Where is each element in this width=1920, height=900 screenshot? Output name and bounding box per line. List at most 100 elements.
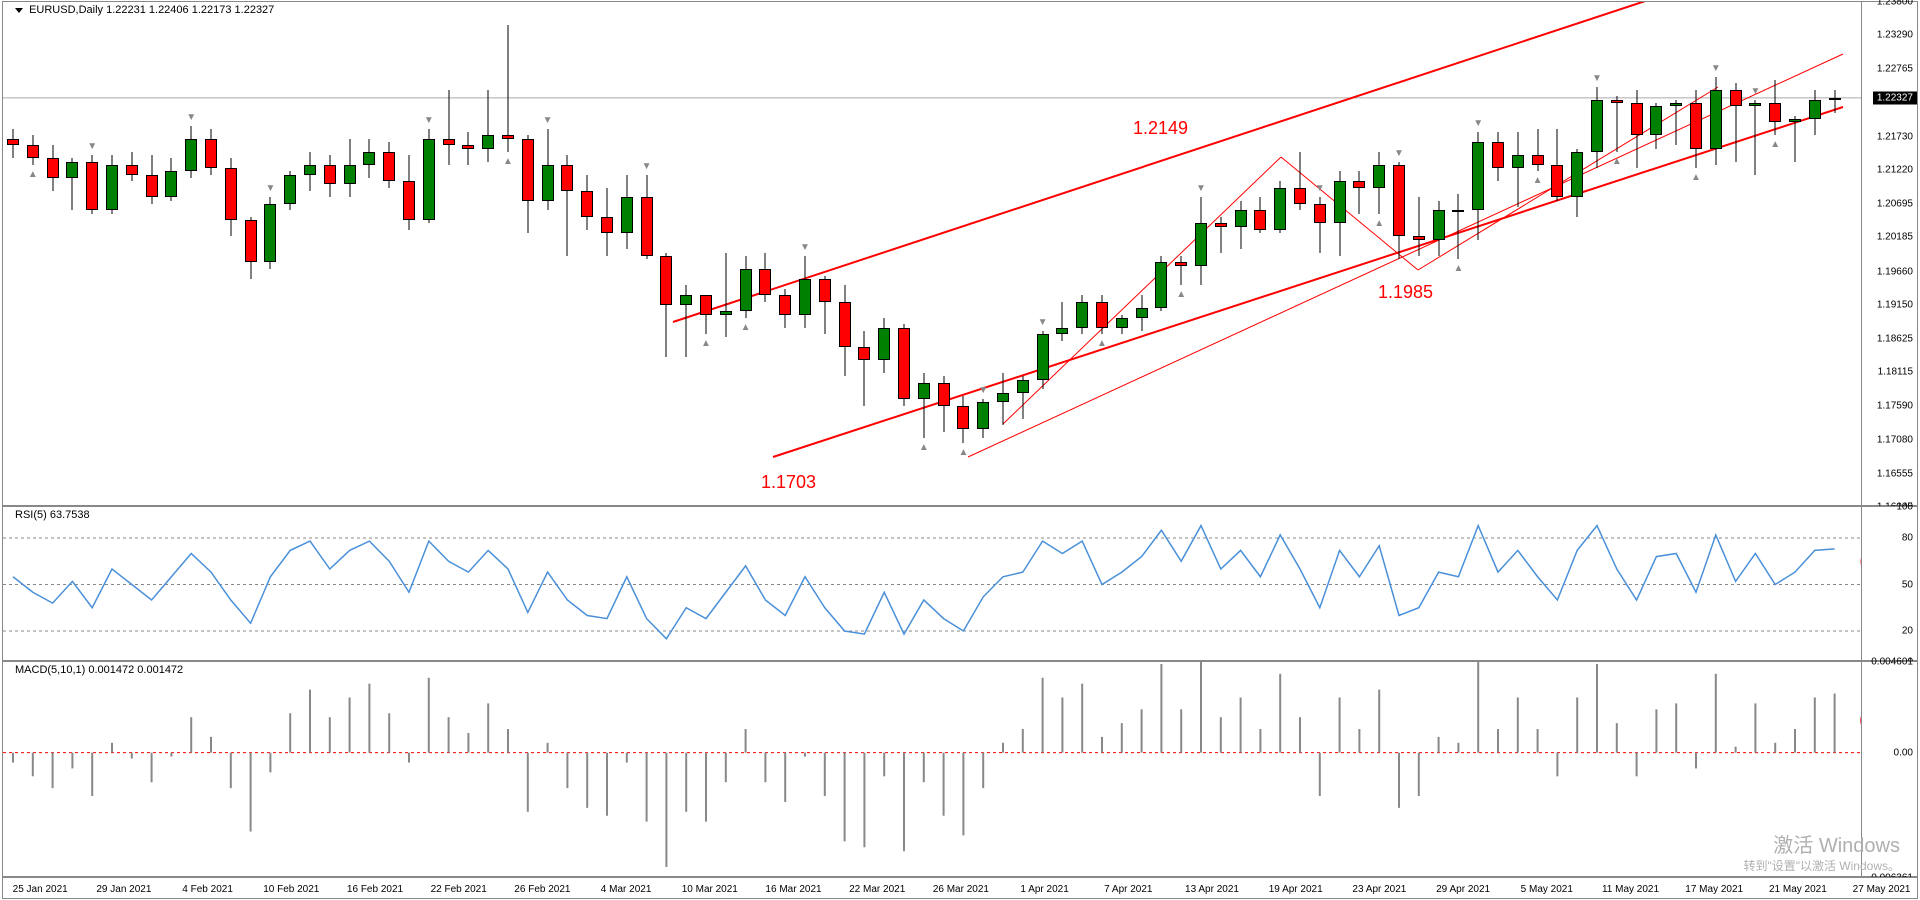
x-tick: 11 May 2021 <box>1602 884 1659 895</box>
fractal-up-icon: ▲ <box>1176 289 1186 300</box>
price-annotation: 1.2149 <box>1133 118 1188 139</box>
rsi-panel[interactable]: RSI(5) 63.7538 63 0205080100 <box>2 506 1918 661</box>
price-y-tick: 1.18625 <box>1877 333 1913 344</box>
candle <box>185 2 197 505</box>
rsi-plot[interactable]: 63 <box>3 507 1861 660</box>
candle <box>324 2 336 505</box>
candle <box>1116 2 1128 505</box>
fractal-up-icon: ▲ <box>1612 156 1622 167</box>
price-y-tick: 1.20695 <box>1877 199 1913 210</box>
fractal-up-icon: ▲ <box>28 169 38 180</box>
x-tick: 19 Apr 2021 <box>1269 884 1323 895</box>
fractal-down-icon: ▼ <box>1592 73 1602 84</box>
candle <box>779 2 791 505</box>
x-tick: 7 Apr 2021 <box>1104 884 1152 895</box>
dropdown-icon[interactable] <box>15 8 23 13</box>
candle <box>1631 2 1643 505</box>
candle <box>304 2 316 505</box>
price-annotation: 1.1985 <box>1378 282 1433 303</box>
price-y-tick: 1.23800 <box>1877 0 1913 8</box>
candle <box>27 2 39 505</box>
candle <box>482 2 494 505</box>
trading-chart[interactable]: EURUSD,Daily 1.22231 1.22406 1.22173 1.2… <box>0 0 1920 900</box>
candle <box>1551 2 1563 505</box>
x-tick: 26 Feb 2021 <box>514 884 570 895</box>
candle <box>1829 2 1841 505</box>
candle <box>1175 2 1187 505</box>
fractal-down-icon: ▼ <box>978 385 988 396</box>
fractal-up-icon: ▲ <box>701 338 711 349</box>
x-tick: 23 Apr 2021 <box>1352 884 1406 895</box>
candle <box>522 2 534 505</box>
candle <box>1136 2 1148 505</box>
x-tick: 10 Feb 2021 <box>263 884 319 895</box>
candle <box>1314 2 1326 505</box>
candle <box>1730 2 1742 505</box>
price-y-tick: 1.18115 <box>1878 367 1913 378</box>
macd-y-tick: 0.00 <box>1894 747 1913 758</box>
price-y-tick: 1.23290 <box>1877 30 1913 41</box>
candle <box>403 2 415 505</box>
fractal-down-icon: ▼ <box>265 183 275 194</box>
x-tick: 4 Feb 2021 <box>182 884 233 895</box>
candle <box>66 2 78 505</box>
symbol-text: EURUSD,Daily 1.22231 1.22406 1.22173 1.2… <box>29 4 274 16</box>
x-tick: 5 May 2021 <box>1521 884 1573 895</box>
candle <box>126 2 138 505</box>
fractal-down-icon: ▼ <box>1711 63 1721 74</box>
fractal-down-icon: ▼ <box>1038 317 1048 328</box>
candle <box>1195 2 1207 505</box>
current-price-tag: 1.22327 <box>1873 91 1917 104</box>
candle <box>1452 2 1464 505</box>
price-y-tick: 1.20185 <box>1877 232 1913 243</box>
rsi-svg <box>3 507 1861 660</box>
candle <box>1789 2 1801 505</box>
watermark-line2: 转到"设置"以激活 Windows。 <box>1743 857 1900 874</box>
candle <box>1809 2 1821 505</box>
candle <box>977 2 989 505</box>
fractal-up-icon: ▲ <box>1533 175 1543 186</box>
candle <box>1749 2 1761 505</box>
candle <box>542 2 554 505</box>
candle <box>165 2 177 505</box>
candle <box>1294 2 1306 505</box>
candle <box>1571 2 1583 505</box>
price-y-tick: 1.16555 <box>1877 468 1913 479</box>
fractal-down-icon: ▼ <box>1473 118 1483 129</box>
candle <box>423 2 435 505</box>
fractal-down-icon: ▼ <box>800 242 810 253</box>
candle <box>225 2 237 505</box>
candle <box>1433 2 1445 505</box>
candle <box>1670 2 1682 505</box>
x-tick: 13 Apr 2021 <box>1185 884 1239 895</box>
fractal-up-icon: ▲ <box>1374 218 1384 229</box>
fractal-down-icon: ▼ <box>186 112 196 123</box>
candle <box>819 2 831 505</box>
candle <box>1472 2 1484 505</box>
candle <box>1235 2 1247 505</box>
x-tick: 22 Feb 2021 <box>431 884 487 895</box>
candle <box>601 2 613 505</box>
price-y-tick: 1.22765 <box>1877 64 1913 75</box>
candle <box>1215 2 1227 505</box>
x-tick: 29 Apr 2021 <box>1436 884 1490 895</box>
x-tick: 10 Mar 2021 <box>682 884 738 895</box>
macd-y-tick: 0.004601 <box>1871 656 1913 667</box>
candle <box>1413 2 1425 505</box>
price-y-tick: 1.19660 <box>1877 266 1913 277</box>
x-tick: 16 Feb 2021 <box>347 884 403 895</box>
candle <box>1512 2 1524 505</box>
macd-panel[interactable]: MACD(5,10,1) 0.001472 0.001472 0.0014 0.… <box>2 661 1918 877</box>
price-panel[interactable]: EURUSD,Daily 1.22231 1.22406 1.22173 1.2… <box>2 1 1918 506</box>
macd-plot[interactable]: 0.0014 <box>3 662 1861 876</box>
x-tick: 25 Jan 2021 <box>13 884 68 895</box>
candle <box>1056 2 1068 505</box>
price-y-tick: 1.21220 <box>1877 165 1913 176</box>
rsi-y-axis: 0205080100 <box>1861 507 1917 660</box>
price-y-tick: 1.17590 <box>1877 401 1913 412</box>
price-plot[interactable]: ▲▲▲▲▲▲▲▲▲▲▲▲▲▲▼▼▼▼▼▼▼▼▼▼▼▼▼▼▼▼ 1.17031.2… <box>3 2 1861 505</box>
symbol-label: EURUSD,Daily 1.22231 1.22406 1.22173 1.2… <box>15 4 274 16</box>
candle <box>680 2 692 505</box>
candle <box>700 2 712 505</box>
fractal-up-icon: ▲ <box>503 156 513 167</box>
